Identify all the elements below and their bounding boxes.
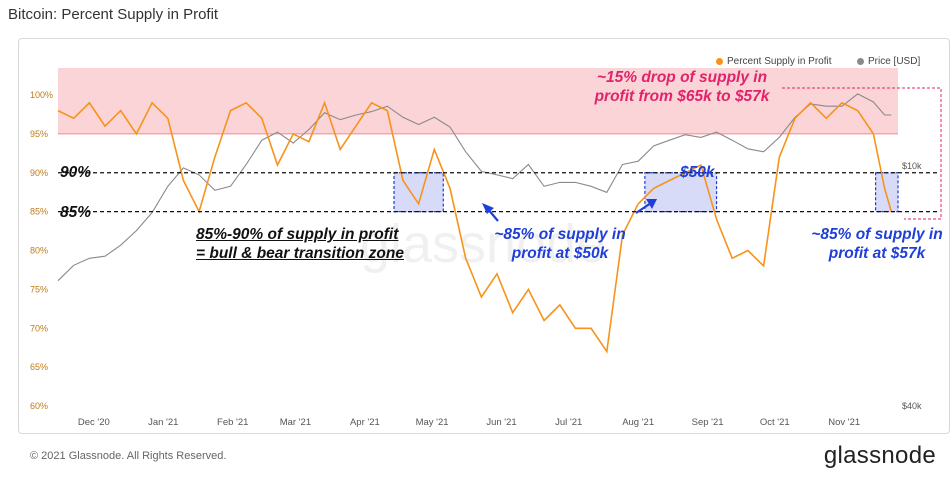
arrow-50k-right-head <box>646 199 657 209</box>
legend-price-label: Price [USD] <box>868 56 921 67</box>
annotation-at57k: ~85% of supply in profit at $57k <box>811 226 943 262</box>
y-right-tick-label: $10k <box>902 161 922 171</box>
x-tick-label: Aug '21 <box>622 417 654 428</box>
watermark: glassnode <box>360 214 606 274</box>
annotation-line90: 90% <box>60 164 92 181</box>
x-tick-label: Nov '21 <box>828 417 860 428</box>
annotation-zone-line2: = bull & bear transition zone <box>196 245 404 262</box>
annotation-at50k: ~85% of supply in profit at $50k <box>494 226 626 262</box>
x-tick-label: May '21 <box>416 417 449 428</box>
highlight-box-1 <box>393 172 444 213</box>
arrow-50k-right <box>635 202 652 214</box>
price-series-line <box>57 93 892 282</box>
legend-supply-dot <box>716 57 723 65</box>
legend-item-supply: Percent Supply in Profit <box>716 56 832 67</box>
y-tick-label: 90% <box>30 168 48 178</box>
arrow-50k-left-head <box>482 203 494 214</box>
x-tick-label: Dec '20 <box>78 417 110 428</box>
annotation-line85: 85% <box>60 204 92 221</box>
x-tick-label: Jan '21 <box>148 417 178 428</box>
y-tick-label: 65% <box>30 362 48 372</box>
y-right-tick-label: $40k <box>902 401 922 411</box>
x-tick-label: Mar '21 <box>280 417 311 428</box>
y-tick-label: 80% <box>30 246 48 256</box>
y-tick-label: 100% <box>30 90 53 100</box>
brand-logo: glassnode <box>823 442 936 469</box>
x-tick-label: Apr '21 <box>350 417 380 428</box>
legend-price-dot <box>857 57 864 65</box>
legend-supply-label: Percent Supply in Profit <box>727 56 832 67</box>
legend-item-price: Price [USD] <box>857 56 920 67</box>
profit-band <box>58 68 898 134</box>
annotation-fifty-k: $50k <box>680 164 715 181</box>
x-tick-label: Jun '21 <box>486 417 516 428</box>
y-tick-label: 85% <box>30 207 48 217</box>
copyright-footer: © 2021 Glassnode. All Rights Reserved. <box>30 450 227 462</box>
y-tick-label: 60% <box>30 401 48 411</box>
y-tick-label: 75% <box>30 284 48 294</box>
y-tick-label: 70% <box>30 323 48 333</box>
highlight-box-3 <box>874 172 899 213</box>
y-tick-label: 95% <box>30 129 48 139</box>
annotation-drop: ~15% drop of supply in profit from $65k … <box>594 69 770 105</box>
chart-title: Bitcoin: Percent Supply in Profit <box>8 6 219 23</box>
x-tick-label: Feb '21 <box>217 417 248 428</box>
x-tick-label: Sep '21 <box>692 417 724 428</box>
x-tick-label: Oct '21 <box>760 417 790 428</box>
annotation-zone-line1: 85%-90% of supply in profit <box>196 226 399 243</box>
x-tick-label: Jul '21 <box>555 417 582 428</box>
